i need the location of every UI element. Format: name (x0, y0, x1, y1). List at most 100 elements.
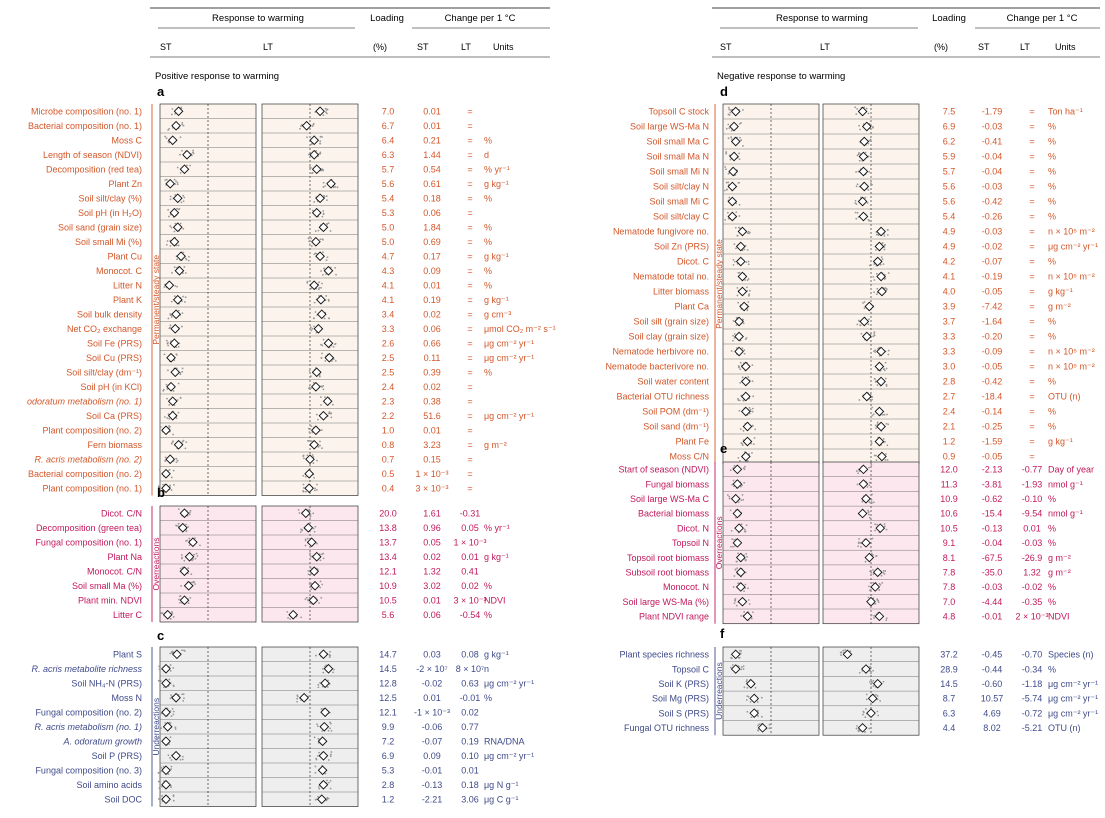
raw-data-point (170, 715, 173, 717)
raw-data-point (321, 238, 324, 241)
units-value: g kg⁻¹ (1048, 437, 1073, 447)
raw-data-point (732, 258, 735, 261)
raw-data-point (868, 171, 871, 173)
raw-data-point (302, 474, 305, 477)
raw-data-point (321, 667, 324, 670)
raw-data-point (304, 475, 307, 478)
table-row: Plant Fe 1.2 -1.59 = g kg⁻¹ (675, 436, 1073, 447)
raw-data-point (760, 696, 763, 699)
raw-data-point (736, 234, 739, 237)
raw-data-point (171, 612, 174, 615)
st-change-value: 8.02 (983, 723, 1001, 733)
raw-data-point (191, 151, 194, 154)
raw-data-point (869, 392, 872, 394)
table-row: Soil large WS-Ma N 6.9 -0.03 =% (630, 121, 1056, 132)
raw-data-point (179, 171, 182, 174)
lt-change-value: -5.21 (1022, 723, 1043, 733)
raw-data-point (322, 114, 325, 117)
raw-data-point (310, 425, 313, 428)
raw-data-point (159, 802, 162, 805)
raw-data-point (876, 287, 879, 290)
st-estimate-marker (169, 207, 180, 218)
raw-data-point (840, 651, 843, 654)
raw-data-point (308, 508, 311, 511)
st-estimate-marker (742, 421, 753, 432)
raw-data-point (194, 537, 196, 540)
raw-data-point (729, 109, 732, 111)
header-change: Change per 1 °C (445, 13, 516, 24)
raw-data-point (179, 153, 181, 156)
st-estimate-marker (734, 316, 744, 327)
raw-data-point (333, 668, 335, 671)
raw-data-point (882, 680, 885, 683)
raw-data-point (335, 273, 337, 276)
raw-data-point (320, 707, 323, 710)
raw-data-point (737, 456, 740, 459)
raw-data-point (745, 337, 748, 339)
lt-estimate-marker (874, 406, 885, 417)
st-estimate-marker (735, 241, 746, 252)
raw-data-point (171, 108, 174, 110)
table-row: Dicot. C 4.2 -0.07 =% (677, 256, 1056, 267)
lt-change-value: -26.9 (1022, 553, 1043, 563)
raw-data-point (329, 727, 331, 730)
raw-data-point (739, 460, 741, 462)
raw-data-point (885, 367, 888, 370)
raw-data-point (739, 649, 741, 652)
loading-value: 3.9 (943, 302, 956, 312)
row-label: Fern biomass (87, 440, 142, 450)
raw-data-point (185, 441, 188, 444)
raw-data-point (169, 484, 171, 487)
table-row: Bacterial composition (no. 1) 6.7 0.01 = (28, 120, 473, 131)
raw-data-point (754, 428, 757, 431)
raw-data-point (322, 552, 325, 555)
raw-data-point (871, 126, 874, 128)
table-row: Plant S 14.7 0.03 0.08 g kg⁻¹ (113, 649, 509, 659)
lt-change-value: = (467, 179, 472, 189)
st-estimate-marker (171, 750, 181, 761)
row-label: Decomposition (green tea) (36, 523, 142, 533)
raw-data-point (317, 686, 320, 689)
raw-data-point (188, 511, 191, 514)
st-change-value: 0.38 (423, 396, 441, 406)
raw-data-point (323, 665, 326, 668)
table-row: Topsoil C stock 7.5 -1.79 = Ton ha⁻¹ (648, 106, 1083, 117)
raw-data-point (858, 159, 861, 162)
st-estimate-marker (161, 765, 171, 776)
lt-estimate-marker (859, 181, 870, 192)
table-row: Fungal composition (no. 3) 5.3 -0.01 0.01 (35, 765, 479, 776)
raw-data-point (310, 588, 313, 590)
loading-value: 6.9 (943, 122, 956, 132)
row-label: Soil pH (in H₂O) (78, 208, 142, 218)
loading-value: 8.7 (943, 694, 956, 704)
st-estimate-marker (165, 454, 176, 465)
section-negative-title: Negative response to warming (717, 71, 845, 82)
raw-data-point (308, 387, 311, 390)
raw-data-point (737, 501, 740, 504)
st-change-value: 0.01 (423, 693, 441, 703)
lt-estimate-marker (315, 193, 325, 204)
st-estimate-marker (171, 692, 181, 703)
raw-data-point (752, 443, 755, 446)
units-value: % (1048, 257, 1056, 267)
raw-data-point (170, 765, 173, 768)
lt-change-value: = (467, 469, 472, 479)
raw-data-point (334, 185, 337, 188)
raw-data-point (181, 149, 183, 152)
raw-data-point (319, 440, 321, 443)
loading-value: 4.0 (943, 287, 956, 297)
raw-data-point (752, 611, 754, 614)
raw-data-point (194, 557, 197, 560)
raw-data-point (179, 567, 182, 570)
loading-value: 7.5 (943, 107, 956, 117)
group-label: Permanent/steady state (714, 239, 724, 329)
loading-value: 3.3 (943, 332, 956, 342)
lt-change-value: = (1029, 407, 1034, 417)
raw-data-point (758, 723, 761, 726)
raw-data-point (326, 797, 329, 800)
raw-data-point (169, 736, 172, 739)
raw-data-point (179, 396, 182, 399)
raw-data-point (732, 319, 735, 322)
raw-data-point (182, 124, 185, 127)
raw-data-point (169, 324, 172, 327)
